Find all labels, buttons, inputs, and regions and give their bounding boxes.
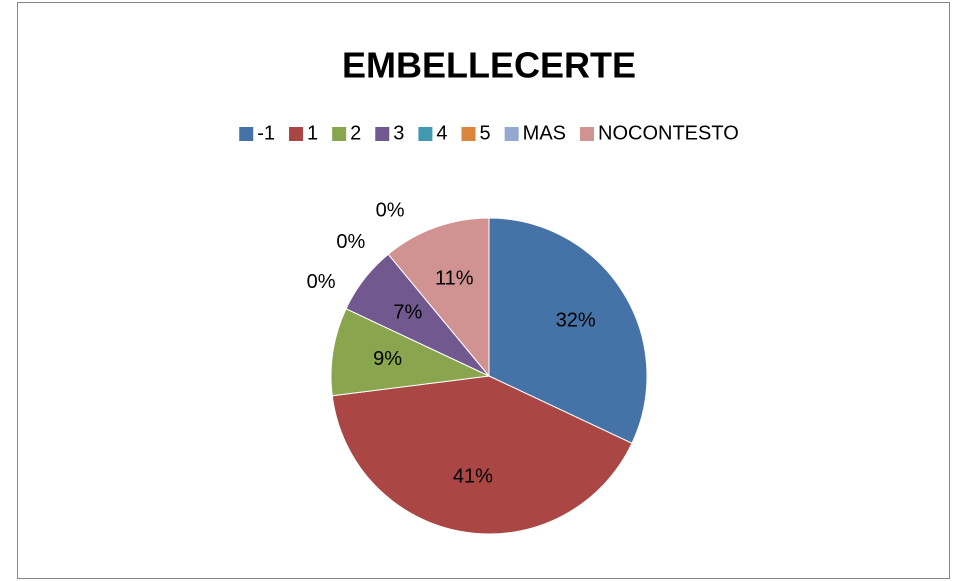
legend-swatch	[332, 127, 347, 141]
legend-swatch	[375, 127, 390, 141]
legend-label: 5	[480, 122, 491, 144]
data-label: 11%	[435, 268, 474, 290]
data-label: 7%	[393, 301, 422, 323]
legend-swatch	[418, 127, 433, 141]
pie-slice	[387, 217, 490, 378]
chart-title: EMBELLECERTE	[342, 45, 636, 86]
data-label: 0%	[336, 231, 365, 253]
legend-swatch	[504, 127, 519, 141]
legend-swatch	[461, 127, 476, 141]
legend-label: 1	[307, 122, 318, 144]
data-label: 41%	[453, 466, 493, 488]
pie-slice	[331, 375, 633, 535]
data-label: 9%	[373, 348, 402, 370]
data-label: 0%	[376, 200, 405, 222]
legend-label: 4	[436, 122, 447, 144]
legend-swatch	[239, 127, 254, 141]
legend-swatch	[580, 127, 594, 141]
legend-label: -1	[257, 122, 275, 144]
data-label: 0%	[307, 271, 336, 293]
legend-label: MAS	[523, 122, 566, 144]
legend-swatch	[289, 127, 304, 141]
pie-slice	[488, 217, 648, 444]
pie-slice	[330, 308, 491, 397]
legend-label: 2	[350, 122, 361, 144]
legend-label: NOCONTESTO	[598, 122, 739, 144]
data-label: 32%	[556, 309, 596, 331]
legend-label: 3	[393, 122, 404, 144]
